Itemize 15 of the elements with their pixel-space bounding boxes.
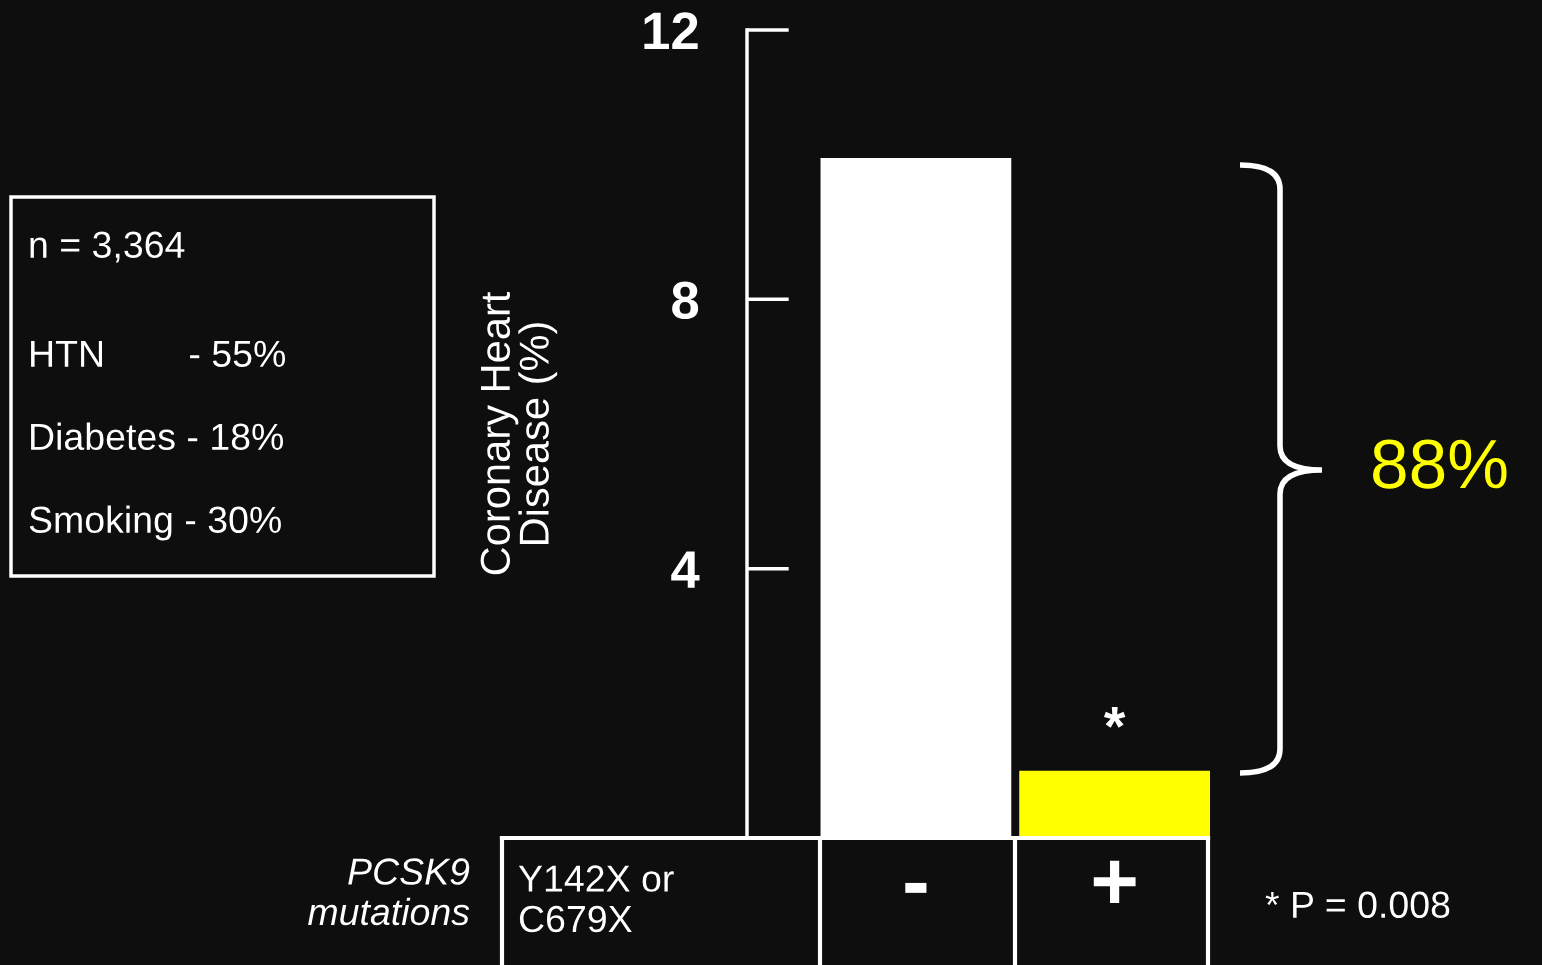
y-axis-title: Coronary Heart Disease (%) (480, 291, 558, 575)
text: Diabetes - 18% (31, 422, 284, 451)
x-tick-label: - (905, 882, 927, 893)
text: HTN - 55% (31, 340, 286, 368)
annotation: * (1103, 707, 1126, 728)
y-tick-label: 12 (644, 12, 698, 50)
y-tick-label: 8 (672, 281, 699, 319)
y-tick-label: 4 (671, 551, 700, 588)
text: 88% (1373, 439, 1507, 489)
text: PCSK9 mutations (308, 858, 470, 926)
text: * P = 0.008 (1265, 891, 1450, 919)
text: Y142X or C679X (518, 865, 674, 933)
text: Smoking - 30% (29, 505, 281, 541)
x-tick-label: + (1093, 860, 1136, 903)
text: n = 3,364 (30, 231, 185, 263)
